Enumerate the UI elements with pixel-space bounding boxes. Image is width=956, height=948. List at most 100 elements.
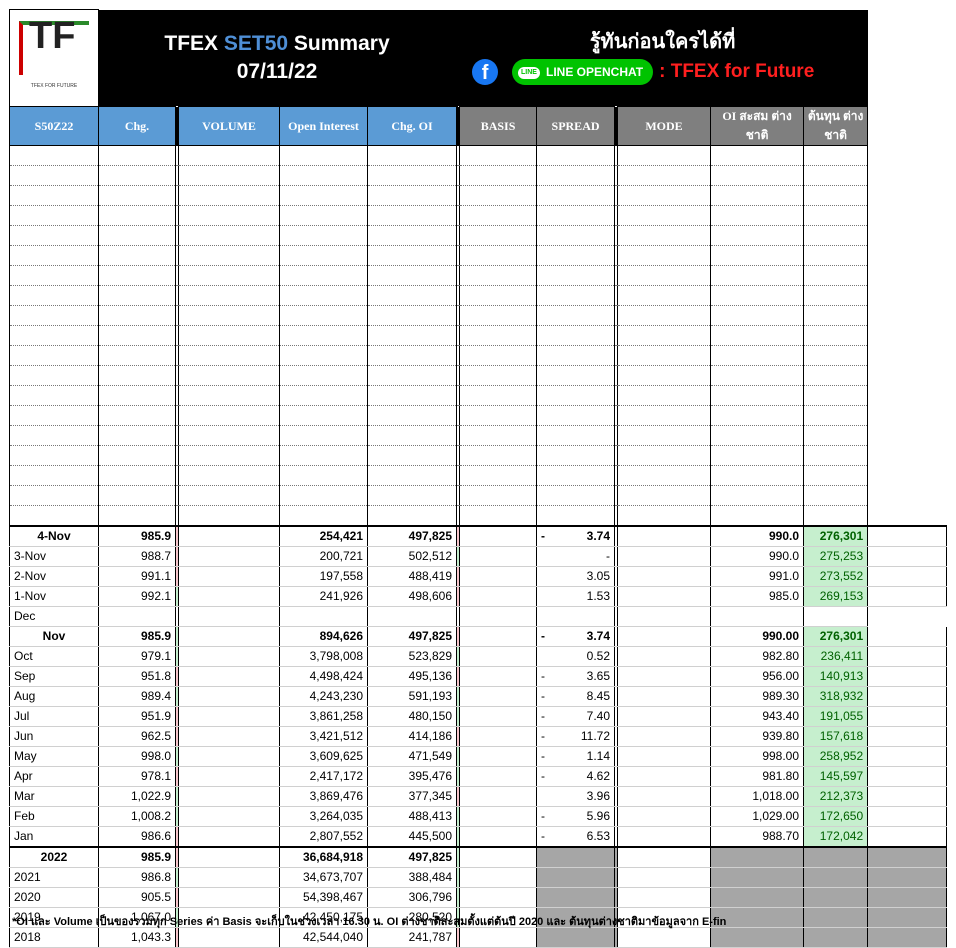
price-cell: 985.9 [98, 846, 176, 868]
col-open-interest-header: Open Interest [279, 106, 368, 146]
volume-cell: 3,421,512 [279, 726, 368, 747]
mode-cell: 943.40 [710, 706, 805, 727]
monthly-row: May998.019.93,609,625471,54976,073-1.14-… [9, 746, 947, 767]
mode-cell [710, 867, 805, 888]
empty-row [9, 145, 947, 166]
col-mode-header: MODE [617, 106, 712, 146]
basis-cell: -3.74 [536, 525, 616, 547]
price-cell: 962.5 [98, 726, 176, 747]
basis-cell [536, 927, 616, 948]
volume-cell: 894,626 [279, 626, 368, 647]
oi-foreign-cell [803, 927, 869, 948]
price-cell: 978.1 [98, 766, 176, 787]
oi-foreign-cell: 191,055 [803, 706, 869, 727]
volume-cell: 4,498,424 [279, 666, 368, 687]
price-cell: 985.9 [98, 626, 176, 647]
col-cost-foreign-header: ต้นทุน ต่างชาติ [803, 106, 869, 146]
basis-cell [536, 867, 616, 888]
basis-cell: - [536, 546, 616, 567]
oi-foreign-cell [803, 867, 869, 888]
row-label: 2019 [9, 907, 99, 928]
oi-cell: 241,787 [366, 927, 458, 948]
monthly-row: Jul951.9-10.63,861,258480,15065,964-7.40… [9, 706, 947, 727]
empty-row [9, 225, 947, 246]
oi-foreign-cell: 276,301 [803, 525, 869, 547]
basis-cell: 3.05 [536, 566, 616, 587]
cost-foreign-cell [867, 746, 947, 767]
oi-cell: 497,825 [366, 525, 458, 547]
cost-foreign-cell [867, 826, 947, 848]
volume-cell: 2,807,552 [279, 826, 368, 848]
volume-cell: 36,684,918 [279, 846, 368, 868]
volume-cell: 34,673,707 [279, 867, 368, 888]
price-cell: 951.8 [98, 666, 176, 687]
oi-foreign-cell: 212,373 [803, 786, 869, 807]
oi-foreign-cell: 172,650 [803, 806, 869, 827]
cost-foreign-cell [867, 806, 947, 827]
price-cell: 985.9 [98, 525, 176, 547]
mode-cell [710, 887, 805, 908]
oi-cell: 488,413 [366, 806, 458, 827]
oi-cell: 498,606 [366, 586, 458, 607]
title-block: TFEX SET50 Summary 07/11/22 [97, 9, 458, 107]
oi-cell: 445,500 [366, 826, 458, 848]
cost-foreign-cell [867, 766, 947, 787]
mode-cell [710, 927, 805, 948]
oi-foreign-cell: 275,253 [803, 546, 869, 567]
mode-cell: 985.0 [710, 586, 805, 607]
row-label: 2-Nov [9, 566, 99, 587]
cost-foreign-cell [867, 867, 947, 888]
empty-row [9, 265, 947, 286]
promo-block: รู้ทันก่อนใครได้ที่ f LINE LINE OPENCHAT: T… [455, 9, 869, 107]
basis-cell: 3.96 [536, 786, 616, 807]
basis-cell [536, 846, 616, 868]
empty-row [9, 485, 947, 506]
oi-cell: 591,193 [366, 686, 458, 707]
volume-cell: 197,558 [279, 566, 368, 587]
row-label: Oct [9, 646, 99, 667]
empty-row [9, 345, 947, 366]
logo-caption: TFEX FOR FUTURE [30, 82, 78, 89]
price-cell: 1,008.2 [98, 806, 176, 827]
price-cell: 905.5 [98, 887, 176, 908]
row-label: Jul [9, 706, 99, 727]
price-cell: 951.9 [98, 706, 176, 727]
cost-foreign-cell [867, 626, 947, 647]
line-openchat-button[interactable]: LINE LINE OPENCHAT [512, 59, 654, 86]
empty-row [9, 405, 947, 426]
col-s50z22-header: S50Z22 [9, 106, 99, 146]
oi-foreign-cell [803, 846, 869, 868]
row-label: Nov [9, 626, 99, 647]
oi-cell: 523,829 [366, 646, 458, 667]
monthly-row: Sep951.8-37.64,498,424495,136-96,057-3.6… [9, 666, 947, 687]
basis-cell: -8.45 [536, 686, 616, 707]
monthly-row: Feb1,008.221.63,264,035488,41342,913-5.9… [9, 806, 947, 827]
cost-foreign-cell [867, 686, 947, 707]
cost-foreign-cell [867, 907, 947, 928]
basis-cell: 1.53 [536, 586, 616, 607]
volume-cell: 54,398,467 [279, 887, 368, 908]
title-series: SET50 [223, 31, 289, 55]
monthly-row: Oct979.127.33,798,008523,82928,6930.52-6… [9, 646, 947, 667]
promo-text: รู้ทันก่อนใครได้ที่ [589, 31, 736, 54]
oi-foreign-cell: 145,597 [803, 766, 869, 787]
dec-row: Dec [9, 606, 947, 627]
volume-cell: 200,721 [279, 546, 368, 567]
row-label: 4-Nov [9, 525, 99, 547]
mode-cell: 990.0 [710, 525, 805, 547]
oi-cell: 502,512 [366, 546, 458, 567]
row-label: 2022 [9, 846, 99, 868]
facebook-icon[interactable]: f [472, 59, 499, 86]
oi-cell: 414,186 [366, 726, 458, 747]
cost-foreign-cell [867, 666, 947, 687]
empty-row [9, 505, 947, 527]
row-label: 3-Nov [9, 546, 99, 567]
col-volume-header: VOLUME [178, 106, 280, 146]
monthly-row: Nov985.96.8894,626497,825-26,004-3.74-6.… [9, 626, 947, 647]
cost-foreign-cell [867, 546, 947, 567]
monthly-row: Jun962.5-35.53,421,512414,186-57,363-11.… [9, 726, 947, 747]
logo: TF TFEX FOR FUTURE [9, 9, 99, 107]
oi-foreign-cell: 236,411 [803, 646, 869, 667]
